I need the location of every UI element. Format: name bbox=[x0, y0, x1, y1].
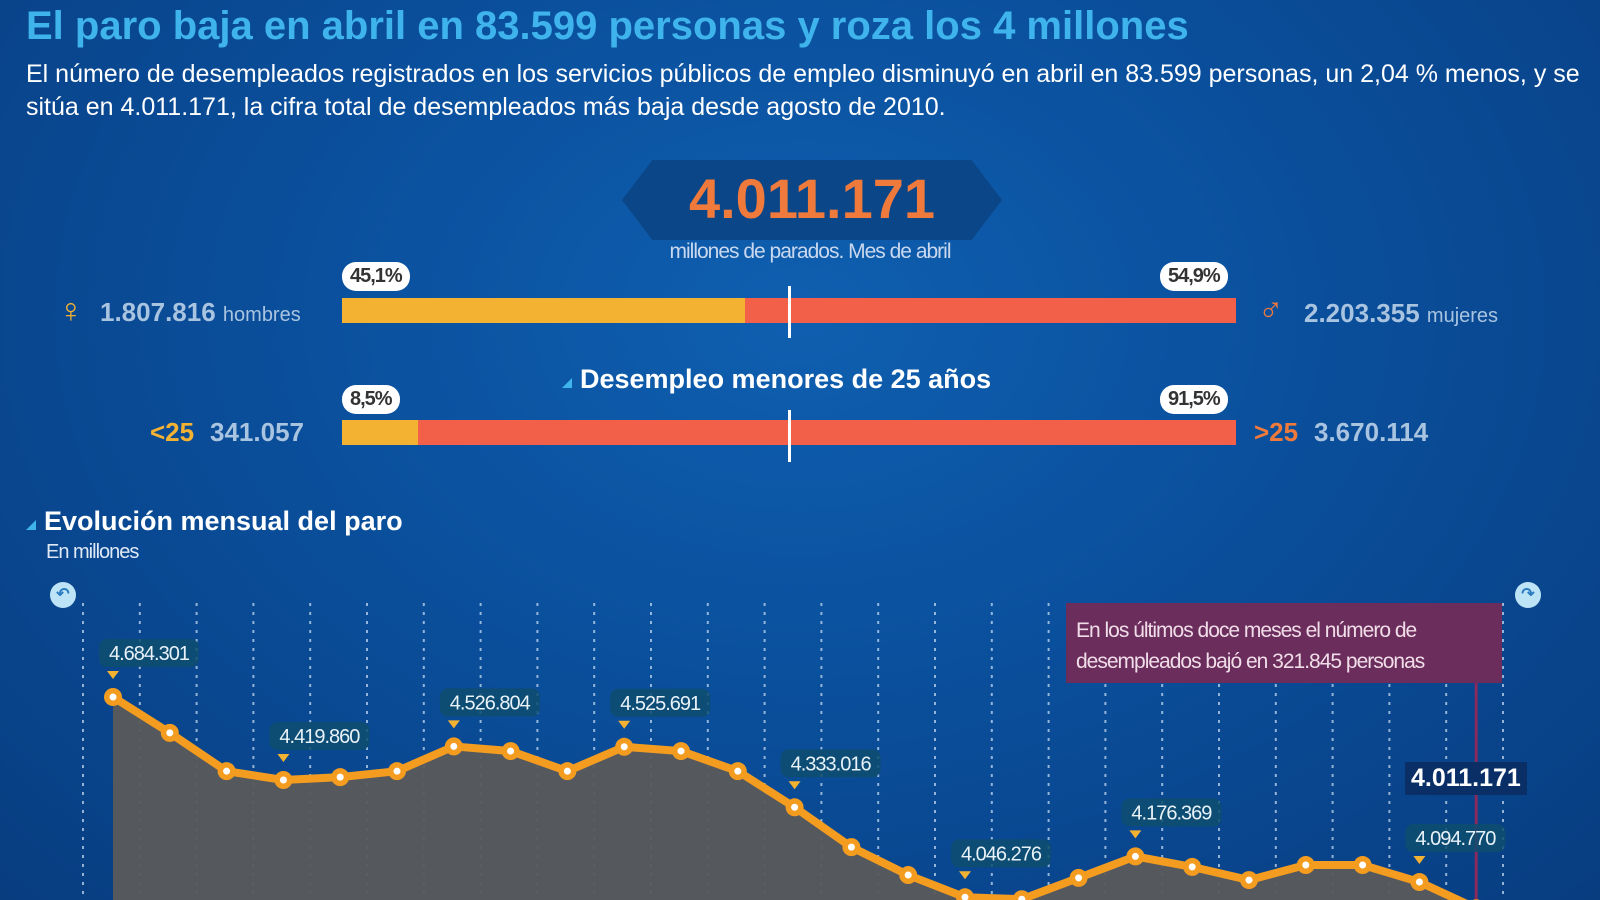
data-point-center bbox=[166, 729, 174, 737]
data-point-center bbox=[223, 767, 231, 775]
last-value-label: 4.011.171 bbox=[1405, 762, 1527, 795]
gender-left-text: hombres bbox=[222, 304, 301, 326]
data-label-bg bbox=[1405, 824, 1506, 853]
age-right-tag: >25 bbox=[1254, 417, 1299, 447]
total-caption: millones de parados. Mes de abril bbox=[669, 240, 952, 263]
data-label-bg bbox=[99, 639, 199, 667]
triangle-icon bbox=[26, 520, 36, 530]
gender-right-text: mujeres bbox=[1426, 305, 1499, 327]
data-point-center bbox=[1075, 874, 1083, 882]
data-label-arrow bbox=[959, 871, 971, 880]
gender-left-label: 1.807.816 hombres bbox=[100, 297, 301, 328]
data-point-center bbox=[791, 803, 799, 811]
data-point-center bbox=[507, 747, 515, 755]
data-point-center bbox=[1131, 852, 1139, 860]
gender-left-pct: 45,1% bbox=[342, 262, 410, 291]
data-label-bg bbox=[1121, 798, 1222, 827]
age-bar-fill bbox=[342, 420, 418, 445]
male-symbol-icon: ♂ bbox=[1258, 290, 1284, 328]
data-label: 4.046.276 bbox=[961, 843, 1042, 865]
data-label: 4.419.860 bbox=[279, 726, 360, 748]
data-label-arrow bbox=[277, 754, 290, 763]
chart-subtitle: En millones bbox=[46, 541, 139, 563]
data-label-bg bbox=[951, 839, 1051, 868]
previous-arrow-icon[interactable]: ↶ bbox=[50, 582, 76, 608]
total-value: 4.011.171 bbox=[688, 167, 936, 230]
data-point-center bbox=[563, 767, 571, 775]
triangle-icon bbox=[562, 378, 572, 388]
data-label-bg bbox=[269, 722, 370, 751]
age-right-pct: 91,5% bbox=[1160, 385, 1228, 414]
data-point-center bbox=[450, 742, 458, 750]
data-point-center bbox=[279, 776, 287, 784]
age-section-title: Desempleo menores de 25 años bbox=[562, 364, 991, 395]
data-point-center bbox=[620, 743, 628, 751]
data-label-arrow bbox=[1413, 856, 1426, 865]
data-point-center bbox=[1188, 863, 1196, 871]
chart-title-text: Evolución mensual del paro bbox=[44, 506, 403, 536]
page-title: El paro baja en abril en 83.599 personas… bbox=[26, 4, 1189, 48]
gender-right-label: 2.203.355 mujeres bbox=[1304, 298, 1498, 329]
data-point bbox=[1012, 890, 1031, 900]
data-label: 4.094.770 bbox=[1415, 828, 1496, 850]
data-label: 4.526.804 bbox=[450, 692, 531, 714]
data-point-center bbox=[109, 693, 117, 701]
data-label-arrow bbox=[447, 720, 460, 729]
data-label: 4.684.301 bbox=[109, 643, 190, 665]
data-point-center bbox=[904, 871, 912, 879]
data-point-center bbox=[677, 747, 685, 755]
data-point-center bbox=[393, 767, 401, 775]
gender-midline bbox=[788, 286, 791, 338]
chart-annotation: En los últimos doce meses el número de d… bbox=[1066, 603, 1502, 683]
data-label-arrow bbox=[618, 720, 631, 729]
female-symbol-icon: ♀ bbox=[58, 292, 84, 330]
gender-right-value: 2.203.355 bbox=[1304, 298, 1420, 328]
data-label: 4.525.691 bbox=[620, 693, 701, 715]
data-point-center bbox=[1302, 861, 1310, 869]
gender-left-value: 1.807.816 bbox=[100, 297, 216, 327]
data-point-center bbox=[734, 767, 742, 775]
next-arrow-icon[interactable]: ↷ bbox=[1515, 582, 1541, 608]
gender-bar-fill bbox=[342, 298, 746, 323]
data-point-center bbox=[1415, 878, 1423, 886]
data-point-center bbox=[961, 893, 969, 900]
data-label-arrow bbox=[107, 671, 119, 679]
data-label-bg bbox=[610, 688, 711, 717]
data-point-center bbox=[1245, 876, 1253, 884]
age-left-tag: <25 bbox=[150, 417, 195, 447]
data-label-arrow bbox=[788, 781, 801, 790]
data-label: 4.176.369 bbox=[1131, 802, 1212, 824]
gender-right-pct: 54,9% bbox=[1160, 262, 1228, 291]
data-point-center bbox=[1018, 895, 1026, 900]
data-label-arrow bbox=[1129, 830, 1142, 839]
total-badge bbox=[622, 160, 1002, 240]
age-left-pct: 8,5% bbox=[342, 385, 400, 414]
data-point-center bbox=[847, 843, 855, 851]
age-right-value: 3.670.114 bbox=[1314, 417, 1429, 447]
data-label: 4.333.016 bbox=[791, 753, 872, 775]
data-label-bg bbox=[780, 749, 881, 778]
data-point-center bbox=[336, 773, 344, 781]
data-label-bg bbox=[439, 688, 540, 717]
age-left-value: 341.057 bbox=[210, 417, 304, 447]
data-point-center bbox=[1359, 861, 1367, 869]
chart-title: Evolución mensual del paro bbox=[26, 506, 403, 537]
page-subtitle: El número de desempleados registrados en… bbox=[26, 60, 1580, 121]
age-title-text: Desempleo menores de 25 años bbox=[580, 364, 992, 394]
age-midline bbox=[788, 410, 791, 462]
